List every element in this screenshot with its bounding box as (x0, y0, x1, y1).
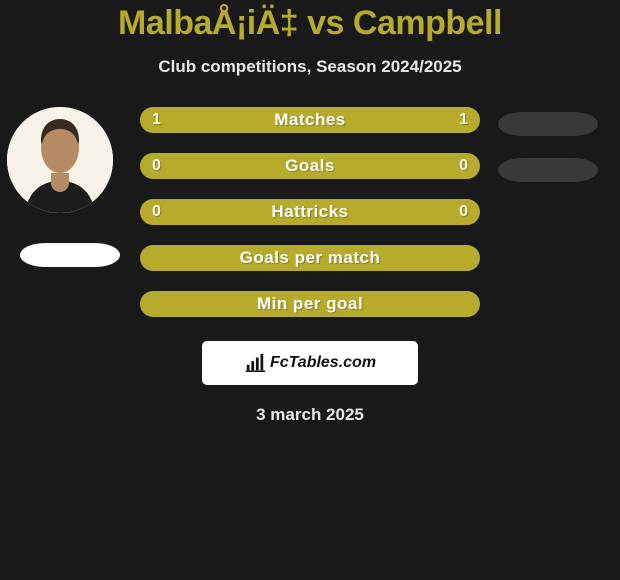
stat-left-value: 1 (152, 111, 161, 129)
avatar-icon (7, 107, 113, 213)
stat-label: Goals (285, 156, 335, 176)
brand-text: FcTables.com (270, 354, 376, 372)
flag-right-2 (498, 158, 598, 182)
stat-label: Matches (274, 110, 346, 130)
stat-right-value: 1 (459, 111, 468, 129)
page-subtitle: Club competitions, Season 2024/2025 (0, 57, 620, 77)
brand-box[interactable]: FcTables.com (202, 341, 418, 385)
stat-row-hattricks: 0 Hattricks 0 (140, 199, 480, 225)
stats-rows: 1 Matches 1 0 Goals 0 0 Hattricks 0 Goal… (140, 107, 480, 317)
stat-label: Hattricks (271, 202, 348, 222)
player-left-avatar (7, 107, 113, 213)
stat-label: Goals per match (240, 248, 381, 268)
page-root: MalbaÅ¡iÄ‡ vs Campbell Club competitions… (0, 0, 620, 580)
stat-row-matches: 1 Matches 1 (140, 107, 480, 133)
stat-row-goals: 0 Goals 0 (140, 153, 480, 179)
stat-label: Min per goal (257, 294, 363, 314)
stat-left-value: 0 (152, 203, 161, 221)
page-title: MalbaÅ¡iÄ‡ vs Campbell (0, 4, 620, 43)
stat-right-value: 0 (459, 203, 468, 221)
flag-right-1 (498, 112, 598, 136)
stat-left-value: 0 (152, 157, 161, 175)
comparison-layout: 1 Matches 1 0 Goals 0 0 Hattricks 0 Goal… (0, 107, 620, 425)
chart-bars-icon (244, 352, 266, 374)
date-text: 3 march 2025 (0, 405, 620, 425)
stat-right-value: 0 (459, 157, 468, 175)
stat-row-min-per-goal: Min per goal (140, 291, 480, 317)
flag-left (20, 243, 120, 267)
stat-row-goals-per-match: Goals per match (140, 245, 480, 271)
